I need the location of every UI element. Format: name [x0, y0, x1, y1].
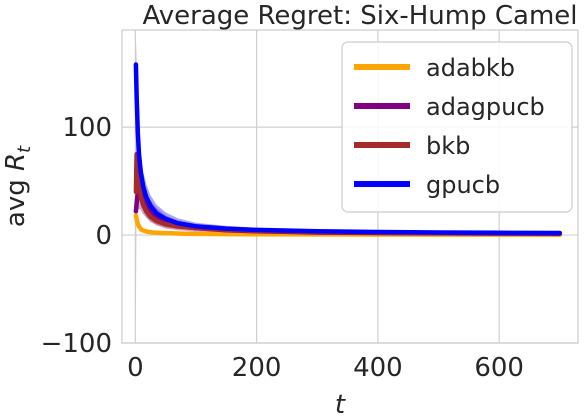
x-tick-label: 400	[353, 353, 403, 383]
legend-label-gpucb: gpucb	[426, 171, 500, 199]
y-axis-label-sub: t	[14, 145, 35, 153]
x-tick-label: 200	[232, 353, 282, 383]
legend-box	[341, 41, 573, 213]
y-tick-label: 0	[95, 221, 112, 251]
legend: adabkb adagpucb bkb gpucb	[341, 41, 573, 213]
x-tick-label: 0	[127, 353, 144, 383]
legend-label-adagpucb: adagpucb	[426, 93, 545, 121]
y-tick-label: −100	[41, 329, 112, 359]
y-axis-label: avg Rt	[1, 145, 35, 227]
y-axis-label-main: avg	[1, 171, 31, 227]
tick-labels: 0 200 400 600 −100 0 100	[41, 113, 524, 383]
x-tick-label: 600	[474, 353, 524, 383]
legend-label-adabkb: adabkb	[426, 54, 515, 82]
series-line-gpucb	[133, 62, 563, 236]
y-axis-label-var: R	[1, 153, 31, 171]
legend-label-bkb: bkb	[426, 132, 470, 160]
x-axis-label: t	[335, 390, 346, 418]
plot-frame	[121, 29, 579, 344]
y-tick-label: 100	[62, 113, 112, 143]
chart-title: Average Regret: Six-Hump Camel	[142, 1, 577, 31]
series-lines	[133, 62, 563, 237]
